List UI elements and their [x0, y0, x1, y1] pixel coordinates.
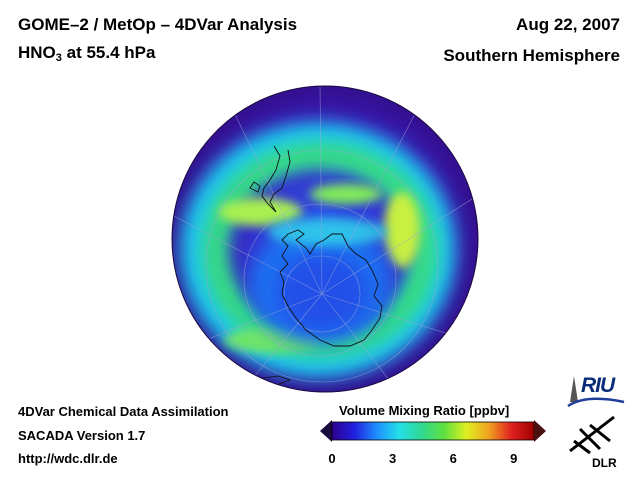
pressure-level: at 55.4 hPa — [61, 43, 156, 62]
analysis-date: Aug 22, 2007 — [516, 15, 620, 34]
colorbar-tick-label: 0 — [328, 451, 336, 466]
footer-version-label: SACADA Version 1.7 — [18, 428, 146, 443]
colorbar-tick-label: 3 — [388, 451, 397, 466]
colorbar-tick-label: 6 — [449, 451, 457, 466]
south-america-coastline — [261, 145, 291, 213]
footer-assimilation-label: 4DVar Chemical Data Assimilation — [18, 404, 229, 419]
colorbar-gradient — [331, 421, 535, 441]
footer-url-link[interactable]: http://wdc.dlr.de — [18, 451, 118, 466]
species-subscript: 3 — [55, 52, 62, 64]
dlr-logo-text: DLR — [592, 456, 617, 470]
polar-globe-map — [171, 85, 479, 393]
antarctica-coastline — [279, 229, 383, 347]
colorbar-max-arrow — [534, 420, 546, 442]
hemisphere-label: Southern Hemisphere — [443, 46, 620, 65]
green-collar-field — [203, 143, 437, 357]
hotspot-north — [310, 184, 382, 204]
species-name: HNO — [18, 43, 56, 62]
colorbar — [320, 420, 546, 442]
colorbar-tick-label: 9 — [510, 451, 518, 466]
hotspot-east — [384, 192, 420, 268]
riu-logo-text: RIU — [581, 374, 615, 397]
colorbar-title: Volume Mixing Ratio [ppbv] — [339, 403, 510, 418]
colorbar-min-arrow — [320, 420, 332, 442]
riu-logo — [567, 376, 625, 408]
hotspot-west — [218, 198, 302, 226]
dlr-logo — [569, 415, 615, 455]
map-subtitle: HNO3 at 55.4 hPa — [18, 43, 155, 64]
map-title: GOME–2 / MetOp – 4DVar Analysis — [18, 15, 298, 34]
